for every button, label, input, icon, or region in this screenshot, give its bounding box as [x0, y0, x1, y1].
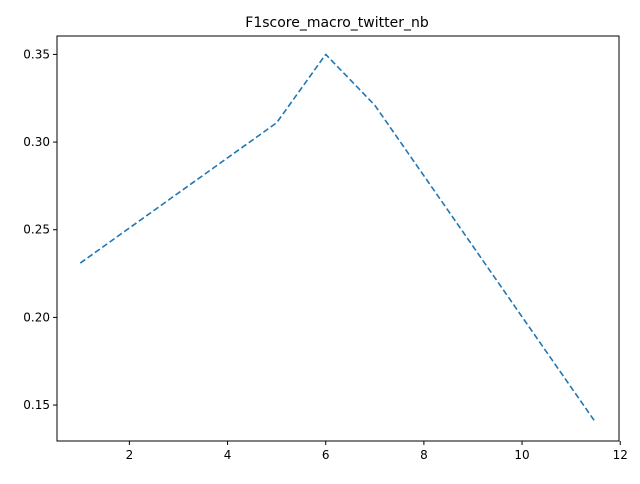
plot-frame — [56, 35, 620, 442]
x-tick-label: 2 — [126, 448, 134, 462]
x-axis: 2 4 6 8 10 12 — [126, 441, 628, 462]
x-tick-label: 8 — [420, 448, 428, 462]
x-tick-label: 4 — [224, 448, 232, 462]
y-axis: 0.15 0.20 0.25 0.30 0.35 — [23, 47, 57, 412]
series-line — [79, 53, 597, 424]
chart-title: F1score_macro_twitter_nb — [245, 15, 429, 31]
x-tick-label: 10 — [514, 448, 529, 462]
y-tick-label: 0.25 — [23, 223, 50, 237]
x-tick-label: 6 — [322, 448, 330, 462]
y-tick-label: 0.15 — [23, 398, 50, 412]
x-tick-label: 12 — [613, 448, 628, 462]
y-tick-label: 0.30 — [23, 135, 50, 149]
series-layer — [79, 53, 597, 424]
y-tick-label: 0.35 — [23, 47, 50, 61]
y-tick-label: 0.20 — [23, 310, 50, 324]
plot-area — [56, 35, 620, 442]
